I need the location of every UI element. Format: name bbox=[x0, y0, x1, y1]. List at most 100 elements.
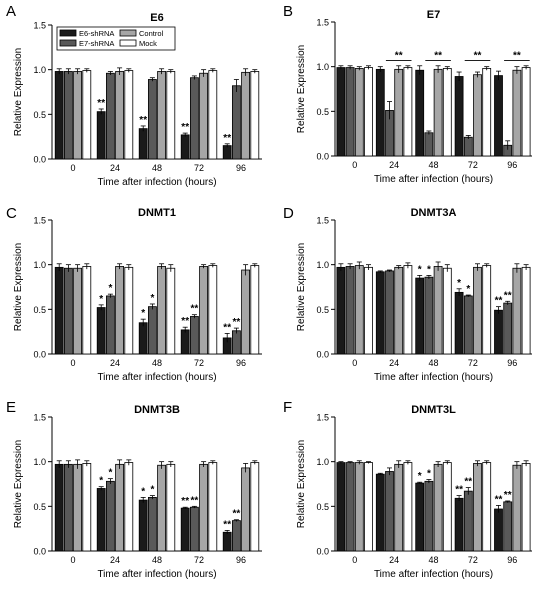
panel-letter: C bbox=[6, 205, 17, 222]
error-bar bbox=[514, 66, 520, 74]
error-bar bbox=[523, 65, 529, 70]
panel-c: C DNMT1 0.0 0.5 1.0 1.5 Relative Expression Tim… bbox=[6, 205, 262, 383]
x-axis-label: Time after infection (hours) bbox=[97, 372, 216, 383]
error-bar bbox=[117, 67, 123, 76]
bar bbox=[64, 71, 73, 160]
significance-marker: ** bbox=[464, 477, 472, 488]
significance-marker: ** bbox=[455, 485, 463, 496]
bar bbox=[345, 462, 355, 552]
significance-marker: * bbox=[418, 471, 422, 482]
error-bar bbox=[107, 71, 113, 76]
bar bbox=[106, 295, 115, 355]
error-bar bbox=[475, 460, 480, 467]
error-bar bbox=[347, 263, 353, 270]
error-bar bbox=[338, 461, 344, 464]
error-bar bbox=[456, 71, 462, 81]
panel-letter: E bbox=[6, 399, 16, 416]
error-bar bbox=[75, 264, 81, 272]
series-e7-shrna bbox=[345, 461, 513, 552]
error-bar bbox=[475, 263, 480, 271]
error-bar bbox=[484, 66, 490, 71]
error-bar bbox=[377, 66, 383, 73]
series-mock bbox=[364, 460, 531, 552]
y-tick-label: 1.0 bbox=[316, 457, 329, 467]
bar bbox=[503, 302, 513, 355]
bar bbox=[424, 132, 434, 157]
error-bar bbox=[191, 505, 197, 509]
error-bar bbox=[210, 68, 216, 73]
legend-swatch bbox=[119, 29, 137, 37]
panel-a: A E6 0.0 0.5 1.0 1.5 Relative Expression Time a… bbox=[6, 3, 262, 188]
error-bar bbox=[56, 68, 62, 75]
y-tick-label: 1.5 bbox=[316, 413, 329, 423]
bar bbox=[157, 266, 167, 355]
error-bar bbox=[117, 263, 123, 270]
y-tick-label: 1.0 bbox=[316, 260, 329, 270]
y-tick-label: 0.0 bbox=[316, 350, 329, 360]
significance-marker: * bbox=[108, 283, 112, 294]
error-bar bbox=[84, 263, 90, 270]
bar bbox=[463, 295, 473, 355]
bar bbox=[442, 462, 452, 552]
error-bar bbox=[444, 66, 450, 71]
error-bar bbox=[224, 530, 230, 535]
bar bbox=[241, 269, 251, 355]
bar bbox=[180, 329, 190, 355]
y-tick-label: 0.5 bbox=[316, 305, 329, 315]
series-e6-shrna bbox=[54, 68, 232, 160]
bar bbox=[354, 462, 364, 552]
error-bar bbox=[201, 69, 207, 77]
error-bar bbox=[514, 461, 520, 469]
error-bar bbox=[191, 75, 197, 80]
x-tick-label: 72 bbox=[194, 555, 204, 565]
series-mock bbox=[82, 68, 260, 160]
significance-marker: ** bbox=[181, 122, 189, 133]
significance-marker: ** bbox=[223, 133, 231, 144]
legend-entry: E7-shRNA bbox=[59, 39, 114, 48]
bar bbox=[482, 462, 492, 552]
legend-label: Mock bbox=[139, 39, 157, 48]
x-tick-label: 0 bbox=[70, 555, 75, 565]
bar bbox=[180, 507, 190, 552]
error-bar bbox=[456, 288, 462, 296]
significance-marker: * bbox=[418, 264, 422, 275]
x-tick-label: 72 bbox=[194, 163, 204, 173]
significance-marker: ** bbox=[395, 50, 403, 61]
panel-letter: F bbox=[283, 399, 292, 416]
error-bar bbox=[126, 68, 132, 73]
bar bbox=[64, 463, 73, 552]
bar bbox=[494, 75, 503, 157]
error-bar bbox=[484, 460, 490, 465]
y-tick-label: 1.0 bbox=[33, 65, 46, 75]
error-bar bbox=[444, 460, 450, 465]
bar bbox=[157, 464, 167, 552]
x-tick-label: 24 bbox=[110, 163, 120, 173]
bar bbox=[73, 463, 82, 552]
legend-entry: Control bbox=[119, 29, 164, 38]
error-bar bbox=[201, 264, 207, 269]
significance-marker: ** bbox=[504, 290, 512, 301]
bar bbox=[241, 71, 251, 160]
legend-label: E7-shRNA bbox=[79, 39, 114, 48]
bar bbox=[124, 70, 134, 160]
error-bar bbox=[496, 505, 501, 513]
bar bbox=[345, 266, 355, 355]
error-bar bbox=[98, 304, 104, 311]
error-bar bbox=[252, 69, 258, 74]
y-tick-label: 0.0 bbox=[33, 547, 46, 557]
bar bbox=[354, 68, 364, 157]
error-bar bbox=[347, 461, 353, 464]
bar bbox=[375, 473, 385, 552]
legend-swatch bbox=[59, 29, 77, 37]
y-tick-label: 1.0 bbox=[316, 62, 329, 72]
bar bbox=[166, 463, 176, 552]
series-e6-shrna bbox=[54, 263, 232, 355]
bar bbox=[222, 531, 232, 552]
bar bbox=[385, 270, 394, 355]
error-bar bbox=[366, 264, 371, 271]
bar bbox=[336, 67, 346, 157]
bar bbox=[208, 462, 218, 552]
error-bar bbox=[465, 487, 471, 495]
bar bbox=[138, 322, 148, 355]
